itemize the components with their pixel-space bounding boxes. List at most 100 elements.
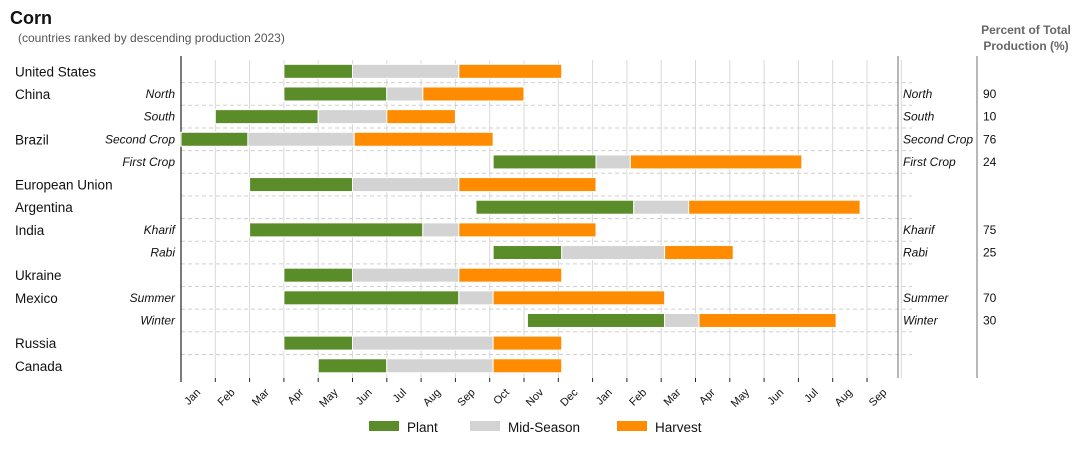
production-percent: 70 <box>983 291 997 305</box>
mid-bar <box>664 312 700 328</box>
legend-label: Harvest <box>655 420 702 435</box>
plant-bar <box>180 131 249 147</box>
x-tick-label: Aug <box>421 387 443 409</box>
harvest-bar <box>386 109 456 125</box>
plant-bar <box>283 86 388 102</box>
season-label-left: North <box>146 87 176 101</box>
x-axis: Jan Feb Mar Apr May Jun Jul Aug Sep Oct Nov Dec Jan F… <box>180 378 889 410</box>
harvest-bar <box>664 245 734 261</box>
x-tick-label: Nov <box>524 386 547 409</box>
mid-bar <box>595 154 631 170</box>
harvest-bar <box>458 63 563 79</box>
x-tick-label: Apr <box>286 386 307 407</box>
season-label-left: Kharif <box>144 223 177 237</box>
season-label-right: South <box>903 110 935 124</box>
country-label: European Union <box>15 178 113 193</box>
harvest-bar <box>629 154 803 170</box>
plant-bar <box>492 154 597 170</box>
mid-bar <box>633 199 690 215</box>
harvest-bar <box>688 199 861 215</box>
country-label: Ukraine <box>15 268 62 283</box>
harvest-bar <box>698 312 837 328</box>
country-label: India <box>15 223 45 238</box>
harvest-bar <box>492 290 666 306</box>
country-label: Russia <box>15 336 57 351</box>
legend-label: Mid-Season <box>508 420 580 435</box>
legend-label: Plant <box>407 420 438 435</box>
plant-bar <box>317 358 388 374</box>
plant-bar <box>283 63 353 79</box>
season-label-right: North <box>903 87 933 101</box>
mid-bar <box>386 358 494 374</box>
season-label-left: Summer <box>130 291 176 305</box>
plant-bar <box>475 199 635 215</box>
x-tick-label: Jan <box>182 387 203 408</box>
x-tick-label: Feb <box>627 387 649 409</box>
plant-bar <box>283 267 353 283</box>
legend-swatch <box>617 421 647 431</box>
country-label: Canada <box>15 359 63 374</box>
season-label-right: Summer <box>903 291 949 305</box>
season-label-right: Second Crop <box>903 132 973 146</box>
season-label-right: Winter <box>903 313 939 327</box>
x-tick-label: Jul <box>391 387 409 405</box>
x-tick-label: Jun <box>354 387 375 408</box>
x-tick-label: Jun <box>765 387 786 408</box>
mid-bar <box>247 131 355 147</box>
legend: Plant Mid-Season Harvest <box>369 420 702 435</box>
x-tick-label: Jan <box>594 387 615 408</box>
production-percent: 90 <box>983 87 997 101</box>
mid-bar <box>561 245 666 261</box>
country-label: Mexico <box>15 291 58 306</box>
season-label-left: First Crop <box>122 155 175 169</box>
plant-bar <box>249 177 354 193</box>
country-label: United States <box>15 64 96 79</box>
x-tick-label: Mar <box>662 386 684 408</box>
season-label-right: Rabi <box>903 246 928 260</box>
x-tick-label: May <box>729 386 753 410</box>
grid-lines <box>180 56 978 382</box>
mid-bar <box>352 177 460 193</box>
production-percent: 24 <box>983 155 997 169</box>
season-label-left: Rabi <box>150 246 175 260</box>
season-label-left: Second Crop <box>105 132 175 146</box>
chart-title: Corn <box>10 8 52 28</box>
harvest-bar <box>458 222 597 238</box>
plant-bar <box>492 245 563 261</box>
legend-swatch <box>369 421 399 431</box>
country-label: Argentina <box>15 200 73 215</box>
row-labels-layer: United States China North North 90 South South… <box>15 64 997 373</box>
plant-bar <box>214 109 319 125</box>
x-tick-label: Sep <box>455 387 477 409</box>
harvest-bar <box>422 86 525 102</box>
plant-bar <box>283 290 460 306</box>
x-tick-label: May <box>317 386 341 410</box>
bars-layer <box>180 63 861 374</box>
mid-bar <box>352 267 460 283</box>
harvest-bar <box>353 131 494 147</box>
harvest-bar <box>492 358 563 374</box>
mid-bar <box>352 63 460 79</box>
country-label: China <box>15 87 51 102</box>
production-percent: 25 <box>983 246 997 260</box>
production-percent: 10 <box>983 110 997 124</box>
x-tick-label: Sep <box>867 387 889 409</box>
x-tick-label: Dec <box>558 386 581 409</box>
chart-subtitle: (countries ranked by descending producti… <box>18 31 285 45</box>
pct-header-line-2: Production (%) <box>983 39 1068 53</box>
season-label-right: First Crop <box>903 155 956 169</box>
plant-bar <box>249 222 424 238</box>
production-percent: 76 <box>983 132 997 146</box>
season-label-left: South <box>144 110 176 124</box>
mid-bar <box>386 86 424 102</box>
mid-bar <box>352 335 494 351</box>
x-tick-label: Feb <box>216 387 238 409</box>
season-label-left: Winter <box>140 313 176 327</box>
mid-bar <box>422 222 460 238</box>
harvest-bar <box>458 177 597 193</box>
harvest-bar <box>458 267 563 283</box>
harvest-bar <box>492 335 563 351</box>
plant-bar <box>283 335 353 351</box>
mid-bar <box>458 290 494 306</box>
